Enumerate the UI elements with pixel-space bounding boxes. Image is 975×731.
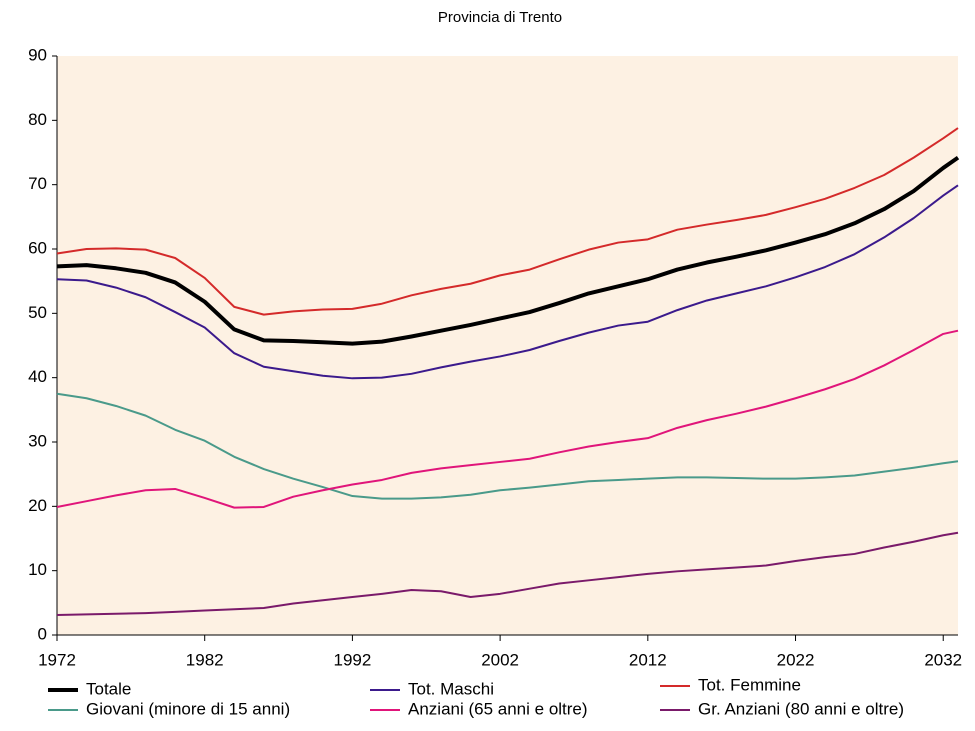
x-tick-label: 2002 (481, 650, 519, 669)
chart-title: Provincia di Trento (438, 9, 562, 26)
y-tick-label: 50 (28, 303, 47, 322)
y-tick-label: 70 (28, 174, 47, 193)
series-line (56, 531, 959, 617)
series-line (56, 156, 960, 346)
legend-label: Gr. Anziani (80 anni e oltre) (698, 699, 904, 718)
x-tick-label: 2022 (777, 650, 815, 669)
y-tick-label: 60 (28, 238, 47, 257)
series-line (56, 329, 959, 509)
x-tick-label: 1982 (186, 650, 224, 669)
x-tick-label: 1992 (333, 650, 371, 669)
legend-label: Tot. Maschi (408, 679, 494, 698)
y-tick-label: 0 (38, 624, 47, 643)
y-tick-label: 40 (28, 367, 47, 386)
legend-label: Totale (86, 679, 131, 698)
x-tick-label: 2032 (924, 650, 962, 669)
plot-area (57, 56, 958, 635)
y-tick-label: 30 (28, 431, 47, 450)
x-tick-label: 1972 (38, 650, 76, 669)
y-tick-label: 80 (28, 110, 47, 129)
series-line (56, 184, 959, 380)
legend-label: Giovani (minore di 15 anni) (86, 699, 290, 718)
series-line (56, 127, 959, 316)
y-tick-label: 90 (28, 45, 47, 64)
y-tick-label: 10 (28, 560, 47, 579)
series-line (56, 392, 959, 500)
y-tick-label: 20 (28, 496, 47, 515)
legend-label: Tot. Femmine (698, 675, 801, 694)
x-tick-label: 2012 (629, 650, 667, 669)
legend-label: Anziani (65 anni e oltre) (408, 699, 588, 718)
